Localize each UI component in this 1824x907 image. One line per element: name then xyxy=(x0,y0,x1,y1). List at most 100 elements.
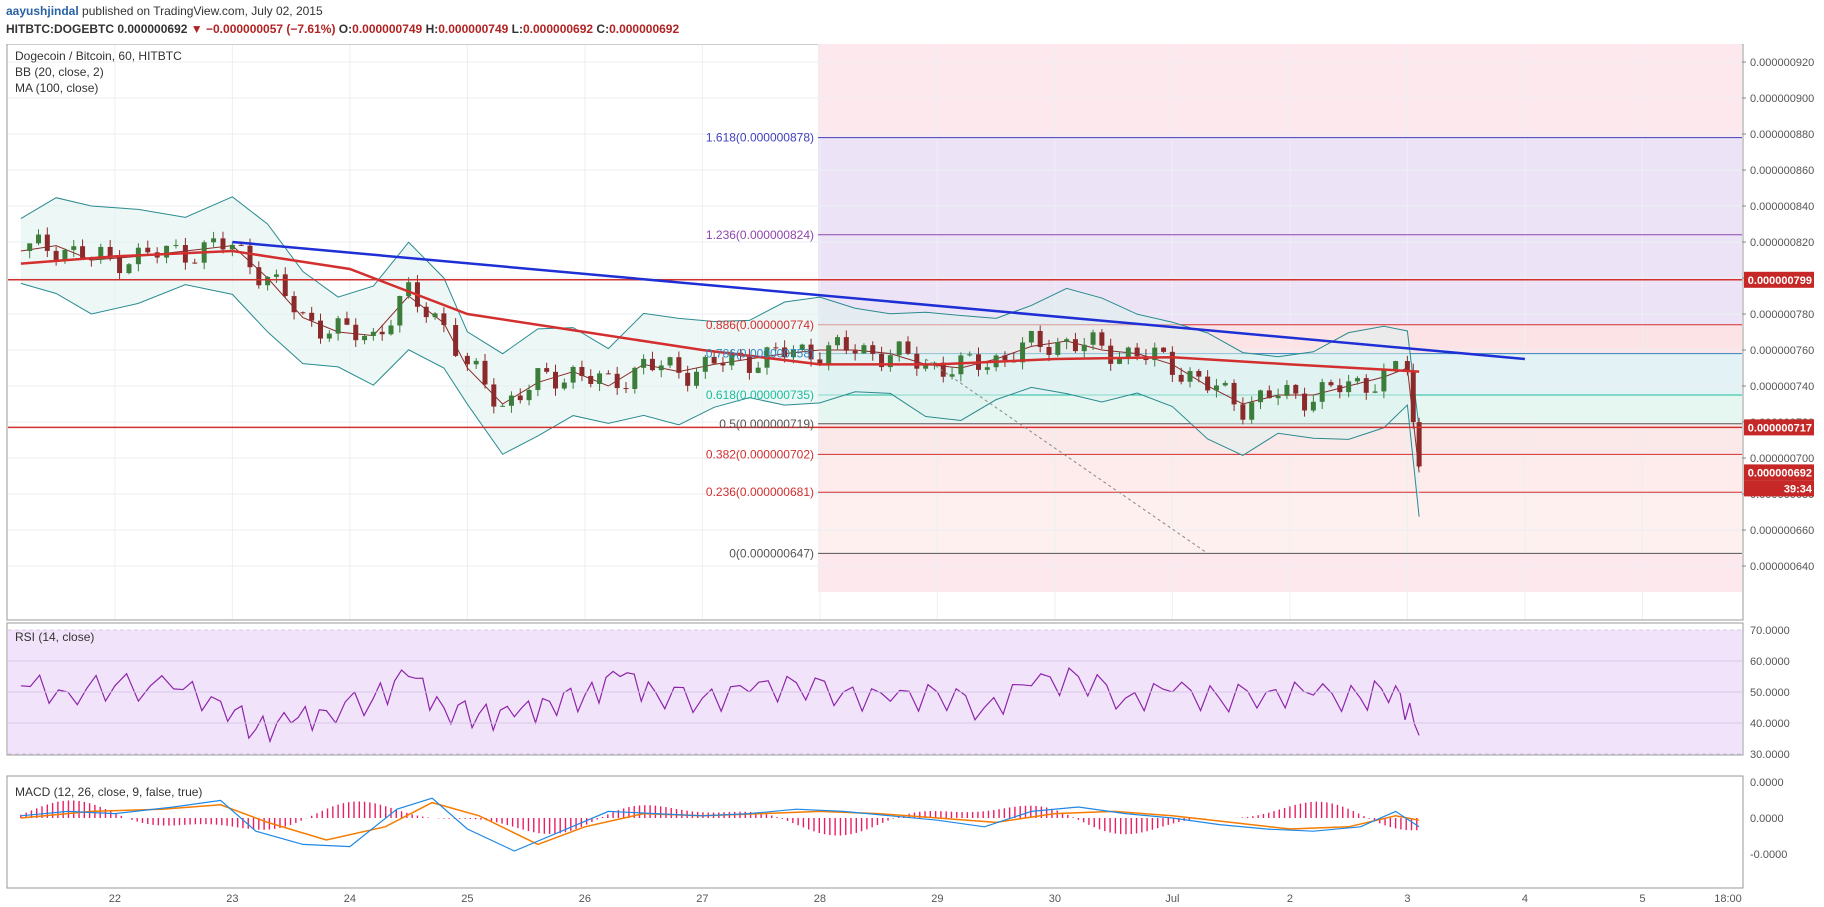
time-axis[interactable]: 22 23 24 25 26 27 28 29 30 Jul 2 3 4 5 18:00 xyxy=(109,893,1742,905)
candle-body xyxy=(773,347,779,349)
bb-lower xyxy=(20,282,1420,517)
price-marker-bg-0 xyxy=(1744,271,1814,288)
time-label-10: 2 xyxy=(1287,893,1293,905)
candle-body xyxy=(247,245,253,268)
candle-body xyxy=(799,344,805,350)
candle-body xyxy=(491,384,497,407)
candle-body xyxy=(211,238,217,243)
candle-body xyxy=(1205,376,1211,391)
candle-body xyxy=(852,350,858,354)
candle-body xyxy=(914,353,920,369)
chart-canvas[interactable]: 1.618(0.000000878) 1.236(0.000000824) 0.88… xyxy=(0,44,1824,907)
candle-body xyxy=(676,357,682,373)
candle-body xyxy=(291,296,297,313)
time-label-2: 24 xyxy=(344,893,356,905)
candle-body xyxy=(71,246,77,250)
candle-body xyxy=(464,355,470,365)
rsi-tick-label-4: 30.0000 xyxy=(1750,749,1790,761)
candle-body xyxy=(1319,382,1325,402)
rsi-axis[interactable]: 70.0000 60.0000 50.0000 40.0000 30.0000 xyxy=(8,625,1790,761)
published-text: published on TradingView.com, July 02, 2… xyxy=(82,4,323,18)
candle-body xyxy=(388,325,394,335)
candle-body xyxy=(570,366,576,383)
time-label-9: Jul xyxy=(1165,893,1179,905)
candle-body xyxy=(870,345,876,354)
down-arrow-icon: ▼ xyxy=(190,22,203,36)
candle-body xyxy=(632,367,638,389)
candle-body xyxy=(861,345,867,354)
candle-body xyxy=(729,352,735,366)
open-value: 0.000000749 xyxy=(352,22,423,36)
candle-body xyxy=(711,356,717,364)
candle-body xyxy=(453,325,459,356)
candle-body xyxy=(1213,385,1219,391)
candle-body xyxy=(1099,332,1105,346)
candle-body xyxy=(62,249,68,261)
candle-body xyxy=(905,341,911,354)
candle-body xyxy=(579,366,585,376)
candle-body xyxy=(256,267,262,286)
candle-body xyxy=(309,312,315,321)
candle-body xyxy=(432,313,438,318)
candle-body xyxy=(1028,330,1034,343)
candle-body xyxy=(1302,393,1308,411)
candle-body xyxy=(282,274,288,297)
fib-label-0: 1.618(0.000000878) xyxy=(706,131,814,145)
time-label-1: 23 xyxy=(226,893,238,905)
price-marker-label-3: 39:34 xyxy=(1784,483,1813,495)
fib-label-2: 0.886(0.000000774) xyxy=(706,318,814,332)
price-tick-label-14: 0.000000640 xyxy=(1750,561,1814,573)
pane-title: Dogecoin / Bitcoin, 60, HITBTC xyxy=(15,49,182,63)
candle-body xyxy=(923,363,929,369)
candle-body xyxy=(1381,369,1387,392)
macd-axis[interactable]: 0.0000 0.0000 -0.0000 xyxy=(1750,777,1787,861)
candle-body xyxy=(835,337,840,346)
price-axis[interactable]: 0.000000920 0.000000900 0.000000880 0.00000… xyxy=(1742,57,1814,573)
candle-body xyxy=(1125,347,1131,358)
candle-body xyxy=(667,357,673,366)
candle-body xyxy=(500,405,506,407)
candle-body xyxy=(605,373,611,375)
rsi-title: RSI (14, close) xyxy=(15,630,94,644)
rsi-pane: RSI (14, close) 70.0000 60.0000 50.0000 40.… xyxy=(6,622,1790,761)
candle-body xyxy=(265,276,271,286)
macd-tick-label-1: 0.0000 xyxy=(1750,813,1784,825)
candle-body xyxy=(1020,342,1026,363)
candle-body xyxy=(984,367,990,370)
rsi-tick-label-3: 40.0000 xyxy=(1750,718,1790,730)
candle-body xyxy=(1416,422,1422,467)
horizontal-levels xyxy=(8,279,1742,429)
close-label: C: xyxy=(596,22,610,36)
rsi-tick-label-2: 50.0000 xyxy=(1750,687,1790,699)
author-link[interactable]: aayushjindal xyxy=(6,4,79,18)
candle-body xyxy=(694,371,699,386)
candle-body xyxy=(1363,378,1369,393)
trend-line[interactable] xyxy=(232,240,1525,361)
macd-line xyxy=(20,797,1420,852)
candle-body xyxy=(1284,384,1290,396)
candle-body xyxy=(1337,385,1343,393)
candles xyxy=(27,227,1422,468)
fib-label-4: 0.618(0.000000735) xyxy=(706,388,814,402)
candle-body xyxy=(817,359,823,365)
close-value: 0.000000692 xyxy=(609,22,680,36)
fib-label-6: 0.382(0.000000702) xyxy=(706,447,814,461)
bb-upper xyxy=(20,196,1420,429)
candle-body xyxy=(1117,357,1122,364)
candle-body xyxy=(958,355,964,375)
fib-band-6 xyxy=(818,454,1742,493)
candle-body xyxy=(1410,370,1416,423)
candle-body xyxy=(1002,355,1008,361)
candle-body xyxy=(746,355,752,373)
publish-line: aayushjindal published on TradingView.co… xyxy=(6,4,323,18)
time-label-7: 29 xyxy=(931,893,943,905)
candle-body xyxy=(53,250,59,261)
rsi-line xyxy=(20,667,1420,744)
fib-label-5: 0.5(0.000000719) xyxy=(719,417,814,431)
candle-body xyxy=(826,345,832,365)
price-tick-label-9: 0.000000740 xyxy=(1750,381,1814,393)
fib-label-3: 0.786(0.000000758) xyxy=(706,347,814,361)
candle-body xyxy=(967,354,973,356)
indicator-ma: MA (100, close) xyxy=(15,81,98,95)
candle-body xyxy=(145,247,151,253)
